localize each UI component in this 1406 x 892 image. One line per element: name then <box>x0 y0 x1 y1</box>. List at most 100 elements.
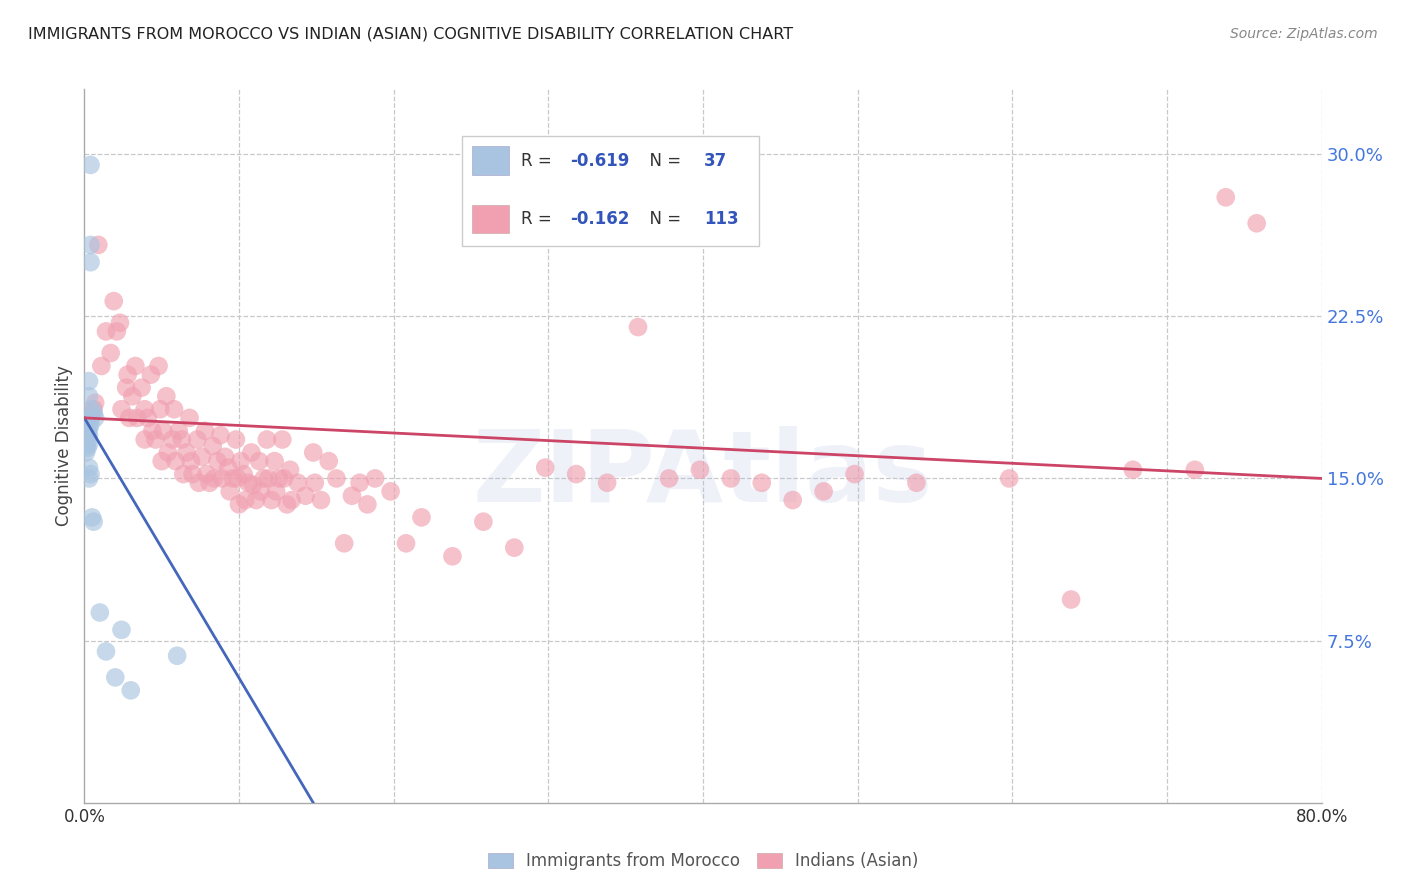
Point <box>77 389 100 403</box>
Point <box>211 471 233 485</box>
Point <box>264 484 287 499</box>
Point <box>1122 463 1144 477</box>
Point <box>179 410 201 425</box>
Point <box>83 407 105 421</box>
Point <box>233 493 256 508</box>
Point <box>77 460 100 475</box>
Point <box>79 255 101 269</box>
Point <box>152 424 174 438</box>
Point <box>150 454 173 468</box>
Point <box>207 454 229 468</box>
Point <box>139 368 162 382</box>
Point <box>82 407 104 421</box>
Point <box>83 515 105 529</box>
Point <box>155 389 177 403</box>
Text: Source: ZipAtlas.com: Source: ZipAtlas.com <box>1230 27 1378 41</box>
Point <box>77 437 100 451</box>
Point <box>79 410 101 425</box>
Point <box>75 419 97 434</box>
Point <box>191 450 214 464</box>
Point <box>76 424 98 438</box>
Point <box>121 389 143 403</box>
Point <box>782 493 804 508</box>
Text: R =: R = <box>522 152 557 169</box>
Point <box>104 670 127 684</box>
Point <box>75 433 97 447</box>
Point <box>658 471 681 485</box>
Point <box>124 359 146 373</box>
Point <box>82 510 104 524</box>
Y-axis label: Cognitive Disability: Cognitive Disability <box>55 366 73 526</box>
Point <box>87 238 110 252</box>
Point <box>134 433 156 447</box>
Point <box>273 471 295 485</box>
Point <box>149 402 172 417</box>
Point <box>110 623 132 637</box>
Point <box>503 541 526 555</box>
Point <box>76 428 98 442</box>
Point <box>245 493 267 508</box>
Text: R =: R = <box>522 211 557 228</box>
Point <box>276 497 298 511</box>
Point <box>349 475 371 490</box>
Point <box>240 445 263 459</box>
Point <box>125 410 148 425</box>
Point <box>180 454 202 468</box>
Point <box>110 402 132 417</box>
Point <box>905 475 928 490</box>
Point <box>195 467 218 482</box>
Point <box>145 433 167 447</box>
Point <box>79 417 101 432</box>
Point <box>75 424 97 438</box>
Point <box>217 460 239 475</box>
Point <box>77 428 100 442</box>
Point <box>79 158 101 172</box>
Point <box>249 484 271 499</box>
FancyBboxPatch shape <box>461 136 759 246</box>
Point <box>209 428 232 442</box>
Point <box>198 475 221 490</box>
Point <box>186 433 208 447</box>
Point <box>232 467 254 482</box>
Point <box>257 471 280 485</box>
Point <box>1060 592 1083 607</box>
Point <box>76 413 98 427</box>
Point <box>115 381 138 395</box>
Point <box>76 441 98 455</box>
Point <box>228 497 250 511</box>
Point <box>131 381 153 395</box>
Point <box>294 489 316 503</box>
Point <box>194 424 217 438</box>
Point <box>120 683 142 698</box>
Point <box>242 478 264 492</box>
Point <box>94 644 117 658</box>
Point <box>395 536 418 550</box>
Point <box>201 439 224 453</box>
Text: -0.162: -0.162 <box>571 211 630 228</box>
Point <box>263 454 285 468</box>
Point <box>225 433 247 447</box>
Point <box>627 320 650 334</box>
Point <box>534 460 557 475</box>
FancyBboxPatch shape <box>471 146 509 175</box>
Point <box>84 410 107 425</box>
Point <box>441 549 464 564</box>
Point <box>813 484 835 499</box>
Point <box>256 433 278 447</box>
Point <box>565 467 588 482</box>
Point <box>77 415 100 429</box>
Point <box>156 445 179 459</box>
Point <box>1246 216 1268 230</box>
Text: 113: 113 <box>704 211 740 228</box>
Point <box>318 454 340 468</box>
Point <box>77 471 100 485</box>
Point <box>253 471 276 485</box>
Point <box>214 450 236 464</box>
Point <box>163 402 186 417</box>
Point <box>271 433 294 447</box>
Point <box>1184 463 1206 477</box>
Point <box>325 471 347 485</box>
Point <box>76 425 98 440</box>
Point <box>100 346 122 360</box>
Point <box>472 515 495 529</box>
